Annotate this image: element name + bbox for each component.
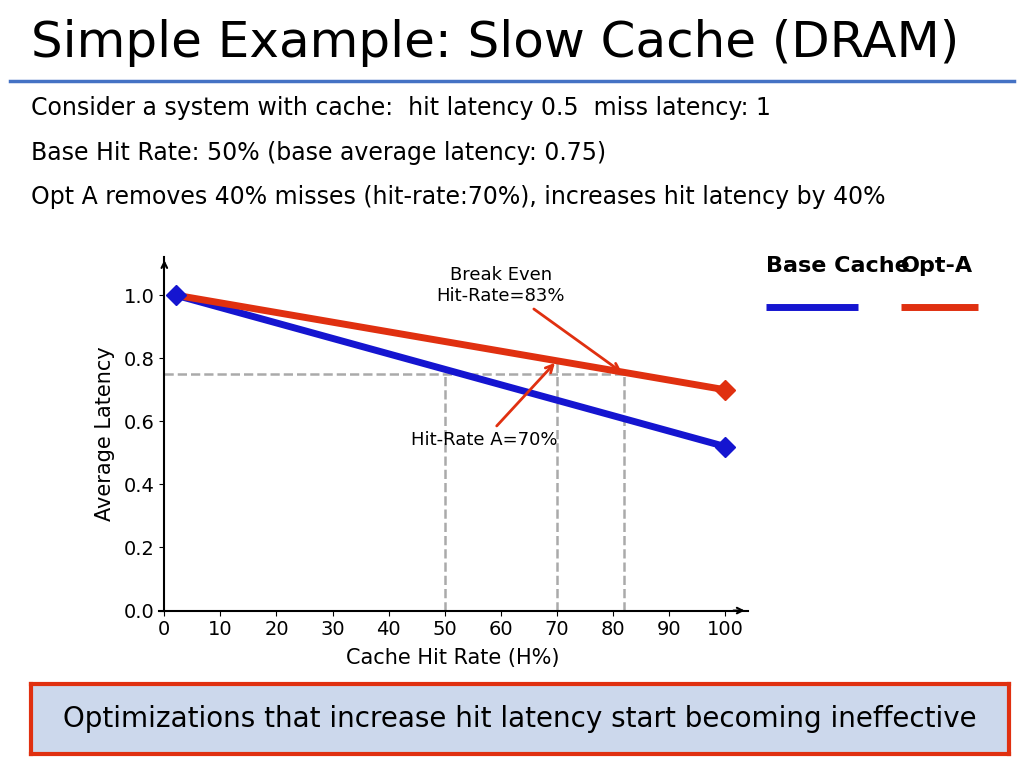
Text: Opt-A: Opt-A: [901, 257, 973, 276]
Text: Simple Example: Slow Cache (DRAM): Simple Example: Slow Cache (DRAM): [31, 19, 958, 68]
Text: Base Hit Rate: 50% (base average latency: 0.75): Base Hit Rate: 50% (base average latency…: [31, 141, 606, 164]
Text: Optimizations that increase hit latency start becoming ineffective: Optimizations that increase hit latency …: [62, 705, 977, 733]
Text: Base Cache: Base Cache: [766, 257, 909, 276]
Y-axis label: Average Latency: Average Latency: [95, 346, 116, 521]
Text: Consider a system with cache:  hit latency 0.5  miss latency: 1: Consider a system with cache: hit latenc…: [31, 96, 771, 120]
Text: Opt A removes 40% misses (hit-rate:70%), increases hit latency by 40%: Opt A removes 40% misses (hit-rate:70%),…: [31, 185, 885, 209]
Text: Hit-Rate A=70%: Hit-Rate A=70%: [411, 365, 557, 449]
X-axis label: Cache Hit Rate (H%): Cache Hit Rate (H%): [346, 647, 560, 667]
Text: Break Even
Hit-Rate=83%: Break Even Hit-Rate=83%: [436, 266, 620, 370]
